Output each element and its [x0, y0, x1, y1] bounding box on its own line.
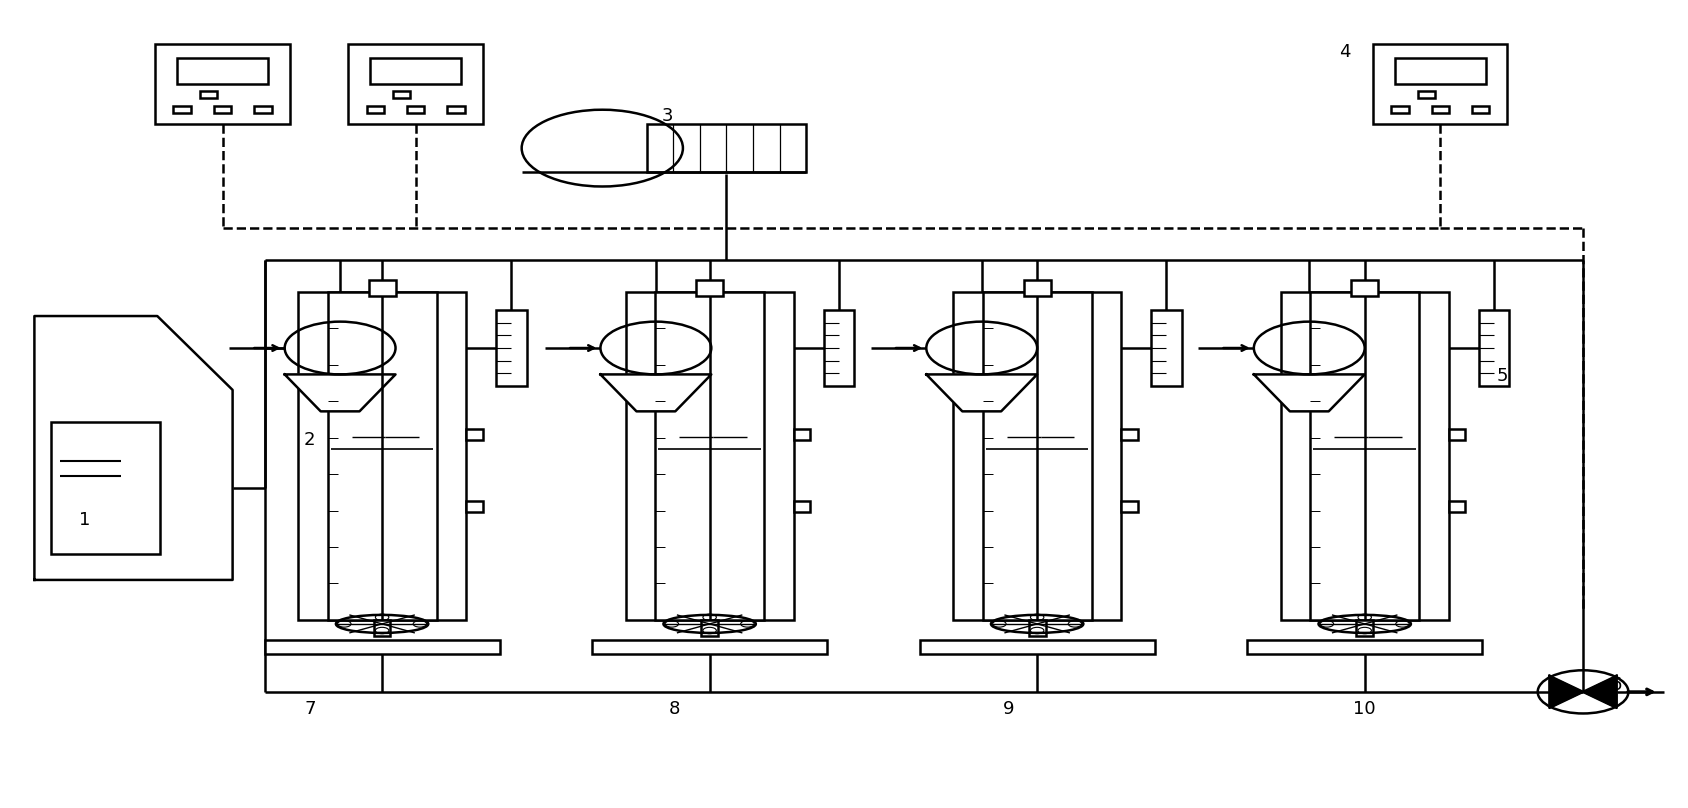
Bar [348, 44, 483, 124]
Bar [368, 280, 395, 296]
Polygon shape [34, 316, 233, 580]
Bar [824, 310, 854, 386]
Bar [1121, 501, 1138, 511]
Bar [366, 106, 385, 113]
Bar [592, 640, 827, 654]
Text: 8: 8 [668, 701, 680, 718]
Bar [1023, 280, 1050, 296]
Polygon shape [601, 374, 711, 411]
Bar [793, 429, 810, 440]
Bar [370, 57, 461, 84]
Bar [1121, 429, 1138, 440]
Text: 3: 3 [662, 107, 674, 125]
Bar [407, 106, 424, 113]
Bar [1391, 106, 1409, 113]
Bar [920, 640, 1155, 654]
Polygon shape [285, 374, 395, 411]
Text: 7: 7 [304, 701, 316, 718]
Text: 4: 4 [1339, 43, 1350, 61]
Polygon shape [1550, 675, 1583, 708]
Bar [447, 106, 464, 113]
Bar [214, 106, 231, 113]
Bar [1355, 620, 1372, 636]
Bar [1151, 310, 1182, 386]
Text: 2: 2 [304, 431, 316, 449]
Polygon shape [927, 374, 1036, 411]
Bar [1472, 106, 1489, 113]
Bar [51, 422, 160, 553]
Bar [1352, 280, 1377, 296]
Bar [393, 90, 410, 98]
Bar [1372, 44, 1507, 124]
Text: 1: 1 [79, 511, 91, 529]
Bar [1479, 310, 1509, 386]
Bar [1247, 640, 1482, 654]
Bar [1028, 620, 1045, 636]
Bar [496, 310, 527, 386]
Bar [1448, 501, 1465, 511]
Bar [1394, 57, 1485, 84]
Bar [174, 106, 191, 113]
Bar [265, 640, 500, 654]
Bar [327, 292, 437, 620]
Bar [954, 292, 1121, 620]
Bar [982, 292, 1092, 620]
Bar [626, 292, 793, 620]
Bar [199, 90, 218, 98]
Bar [647, 124, 807, 172]
Bar [1310, 292, 1420, 620]
Polygon shape [1583, 675, 1617, 708]
Bar [655, 292, 765, 620]
Text: 5: 5 [1497, 367, 1507, 385]
Bar [1448, 429, 1465, 440]
Bar [155, 44, 290, 124]
Text: 10: 10 [1354, 701, 1376, 718]
Bar [695, 280, 722, 296]
Bar [1281, 292, 1448, 620]
Polygon shape [1254, 374, 1364, 411]
Bar [255, 106, 272, 113]
Bar [299, 292, 466, 620]
Bar [1418, 90, 1435, 98]
Text: 9: 9 [1003, 701, 1014, 718]
Bar [466, 429, 483, 440]
Bar [1431, 106, 1448, 113]
Bar [793, 501, 810, 511]
Bar [466, 501, 483, 511]
Bar [177, 57, 268, 84]
Bar [373, 620, 390, 636]
Bar [701, 620, 717, 636]
Text: 6: 6 [1610, 676, 1622, 695]
